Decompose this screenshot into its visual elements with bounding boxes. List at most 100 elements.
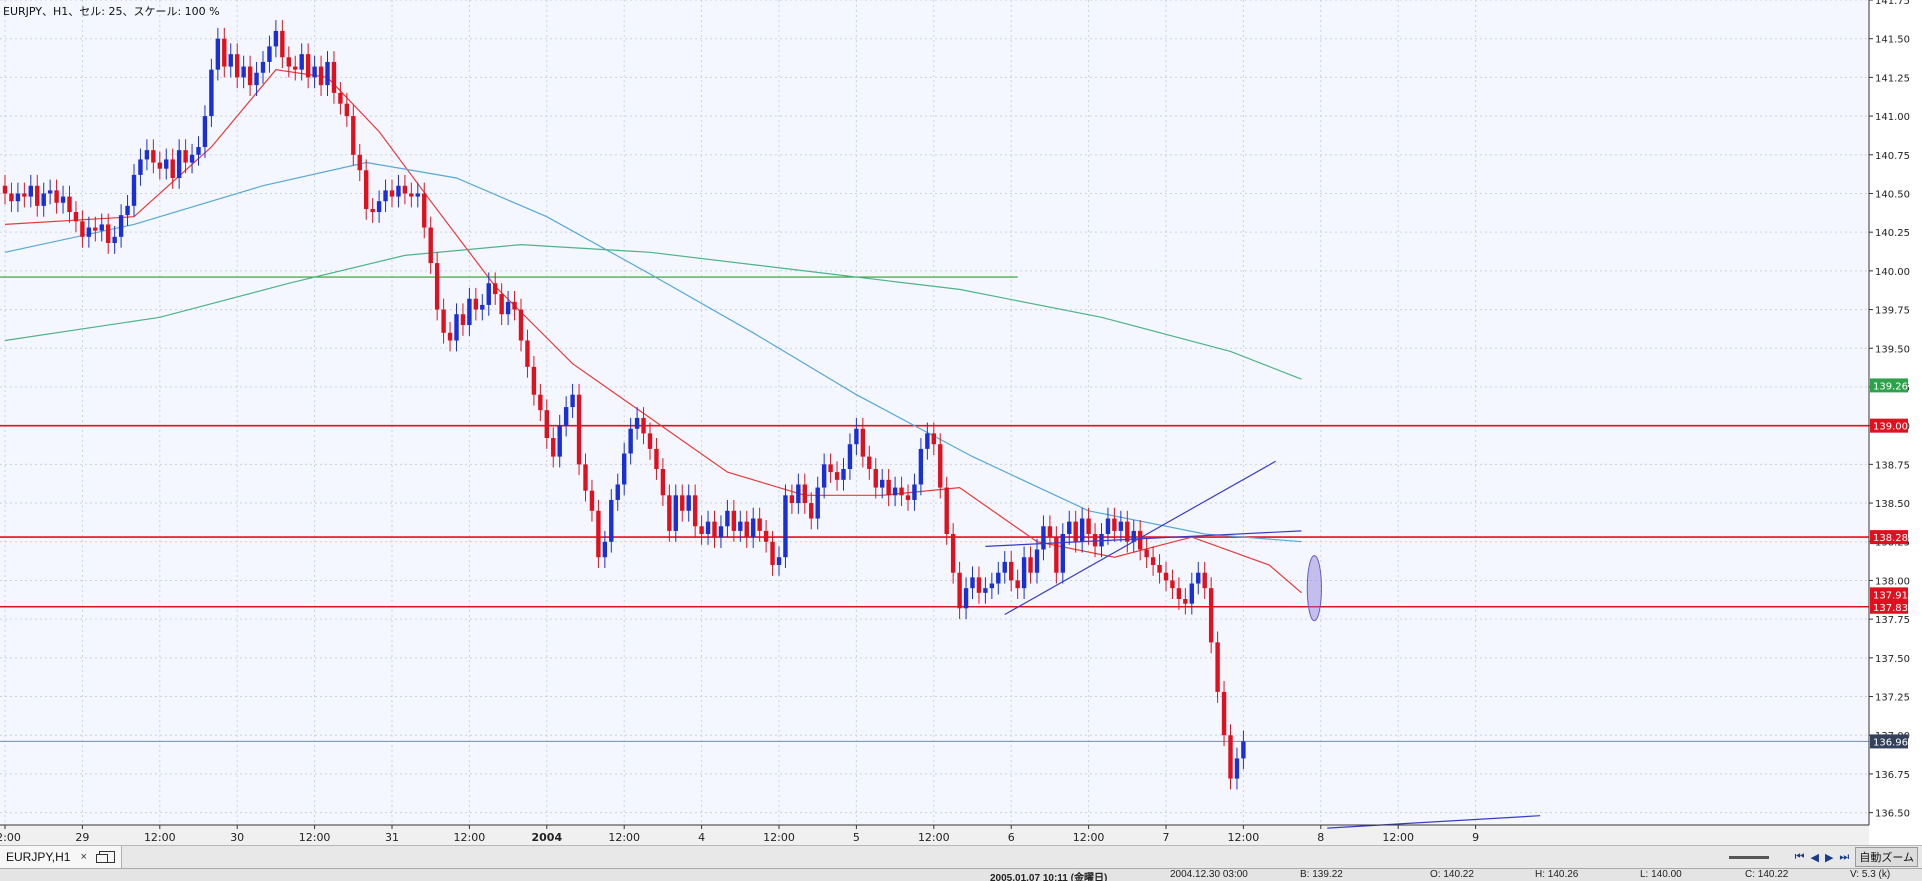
bull-candle	[312, 66, 317, 78]
bear-candle	[1170, 580, 1175, 589]
price-chart[interactable]: 141.75 141.50 141.25 141.00 140.75 140.50 140.…	[0, 0, 1922, 845]
chart-tabbar: EURJPY,H1 × ⏮ ◀ ▶ ⏭ 自動ズーム	[0, 845, 1922, 868]
bear-candle	[1086, 518, 1091, 535]
highlight-ellipse-group	[1306, 555, 1322, 622]
bear-candle	[802, 484, 807, 504]
bear-candle	[222, 38, 227, 67]
y-tick-label: 138.00	[1875, 576, 1910, 587]
gridlines	[0, 0, 1869, 825]
bull-candle	[963, 588, 969, 609]
bull-candle	[725, 510, 730, 527]
x-tick-label: 5	[853, 831, 860, 844]
bear-candle	[441, 309, 446, 333]
bull-candle	[241, 66, 246, 78]
bull-candle	[989, 583, 995, 589]
scroll-prev-icon[interactable]: ◀	[1810, 851, 1819, 864]
trendline	[1004, 460, 1276, 616]
bull-candle	[918, 448, 924, 485]
bear-candle	[364, 170, 369, 209]
price-label-box	[1870, 599, 1908, 614]
bear-candle	[828, 464, 833, 473]
bull-candle	[686, 495, 691, 511]
bear-candle	[344, 103, 350, 117]
bear-candle	[712, 521, 717, 538]
bull-candle	[1105, 518, 1111, 535]
y-tick-label: 136.75	[1875, 770, 1910, 781]
price-label: 139.00	[1873, 422, 1908, 433]
scroll-last-icon[interactable]: ⏭	[1839, 850, 1850, 863]
bear-candle	[1150, 557, 1156, 565]
bull-candle	[41, 193, 46, 206]
bear-candle	[538, 394, 543, 411]
bear-candle	[763, 530, 769, 542]
x-tick-label: 30	[230, 831, 244, 844]
bear-candle	[1228, 735, 1233, 779]
x-tick-label: 12:00	[608, 831, 640, 844]
bear-candle	[1221, 691, 1227, 736]
bull-candle	[854, 428, 859, 445]
bear-candle	[93, 227, 98, 231]
bear-candle	[667, 495, 672, 531]
bear-candle	[447, 332, 453, 341]
bull-candle	[15, 193, 21, 202]
bear-candle	[1215, 642, 1220, 692]
bear-candle	[434, 263, 440, 310]
horizontal-lines	[0, 276, 1869, 742]
scroll-next-icon[interactable]: ▶	[1824, 851, 1834, 864]
y-tick-label: 141.75	[1875, 0, 1910, 7]
bear-candle	[944, 487, 949, 535]
bear-candle	[67, 196, 72, 213]
x-tick-label: 12:00	[918, 831, 950, 844]
price-label: 137.91	[1873, 590, 1908, 601]
bear-candle	[512, 301, 517, 310]
bear-candle	[1009, 561, 1014, 581]
bear-candle	[293, 66, 298, 70]
bull-candle	[486, 283, 491, 305]
bear-candle	[938, 444, 943, 488]
y-axis: 141.75 141.50 141.25 141.00 140.75 140.50 140.…	[1869, 0, 1910, 820]
status-open-time: 2004.12.30 03:00	[1170, 869, 1248, 880]
chart-tab[interactable]: EURJPY,H1 ×	[0, 846, 122, 868]
tab-close-icon[interactable]: ×	[80, 851, 87, 863]
x-tick-label: 9	[1472, 831, 1479, 844]
bear-candle	[867, 456, 872, 469]
bear-candle	[318, 66, 324, 86]
bull-candle	[196, 147, 201, 155]
bear-candle	[518, 309, 524, 341]
bear-candle	[1163, 572, 1169, 581]
bull-candle	[209, 69, 214, 117]
bear-candle	[1144, 549, 1149, 558]
bull-candle	[892, 487, 898, 496]
bear-candle	[692, 495, 698, 527]
bull-candle	[673, 495, 678, 531]
bear-candle	[1092, 534, 1098, 547]
bull-candle	[480, 304, 485, 310]
restore-window-icon[interactable]	[95, 851, 115, 863]
x-tick-label: 12:00	[454, 831, 486, 844]
bull-candle	[628, 428, 633, 454]
trendlines	[985, 460, 1541, 829]
scroll-first-icon[interactable]: ⏮	[1794, 850, 1805, 863]
y-tick-label: 140.25	[1875, 228, 1910, 239]
bear-candle	[460, 314, 466, 326]
x-tick-label: 31	[385, 831, 399, 844]
bear-candle	[544, 410, 549, 439]
bear-candle	[1054, 537, 1059, 573]
x-axis: 12:00 29 12:00 30 12:00 31 12:00 2004 12:00 4 12:0…	[0, 825, 1479, 844]
x-tick-label: 12:00	[1073, 831, 1105, 844]
scroll-handle[interactable]	[1728, 855, 1769, 859]
highlight-ellipse	[1306, 555, 1322, 622]
status-volume: V: 5.3 (k)	[1850, 869, 1891, 880]
bear-candle	[744, 521, 749, 538]
price-label: 137.83	[1873, 603, 1908, 614]
bull-candle	[376, 201, 382, 213]
bear-candle	[493, 283, 498, 295]
auto-zoom-button[interactable]: 自動ズーム	[1855, 847, 1918, 867]
bear-candle	[151, 150, 156, 163]
tab-label: EURJPY,H1	[6, 850, 71, 864]
bear-candle	[789, 495, 795, 504]
bull-candle	[570, 394, 575, 408]
bear-candle	[1138, 530, 1143, 550]
bull-candle	[144, 150, 150, 160]
